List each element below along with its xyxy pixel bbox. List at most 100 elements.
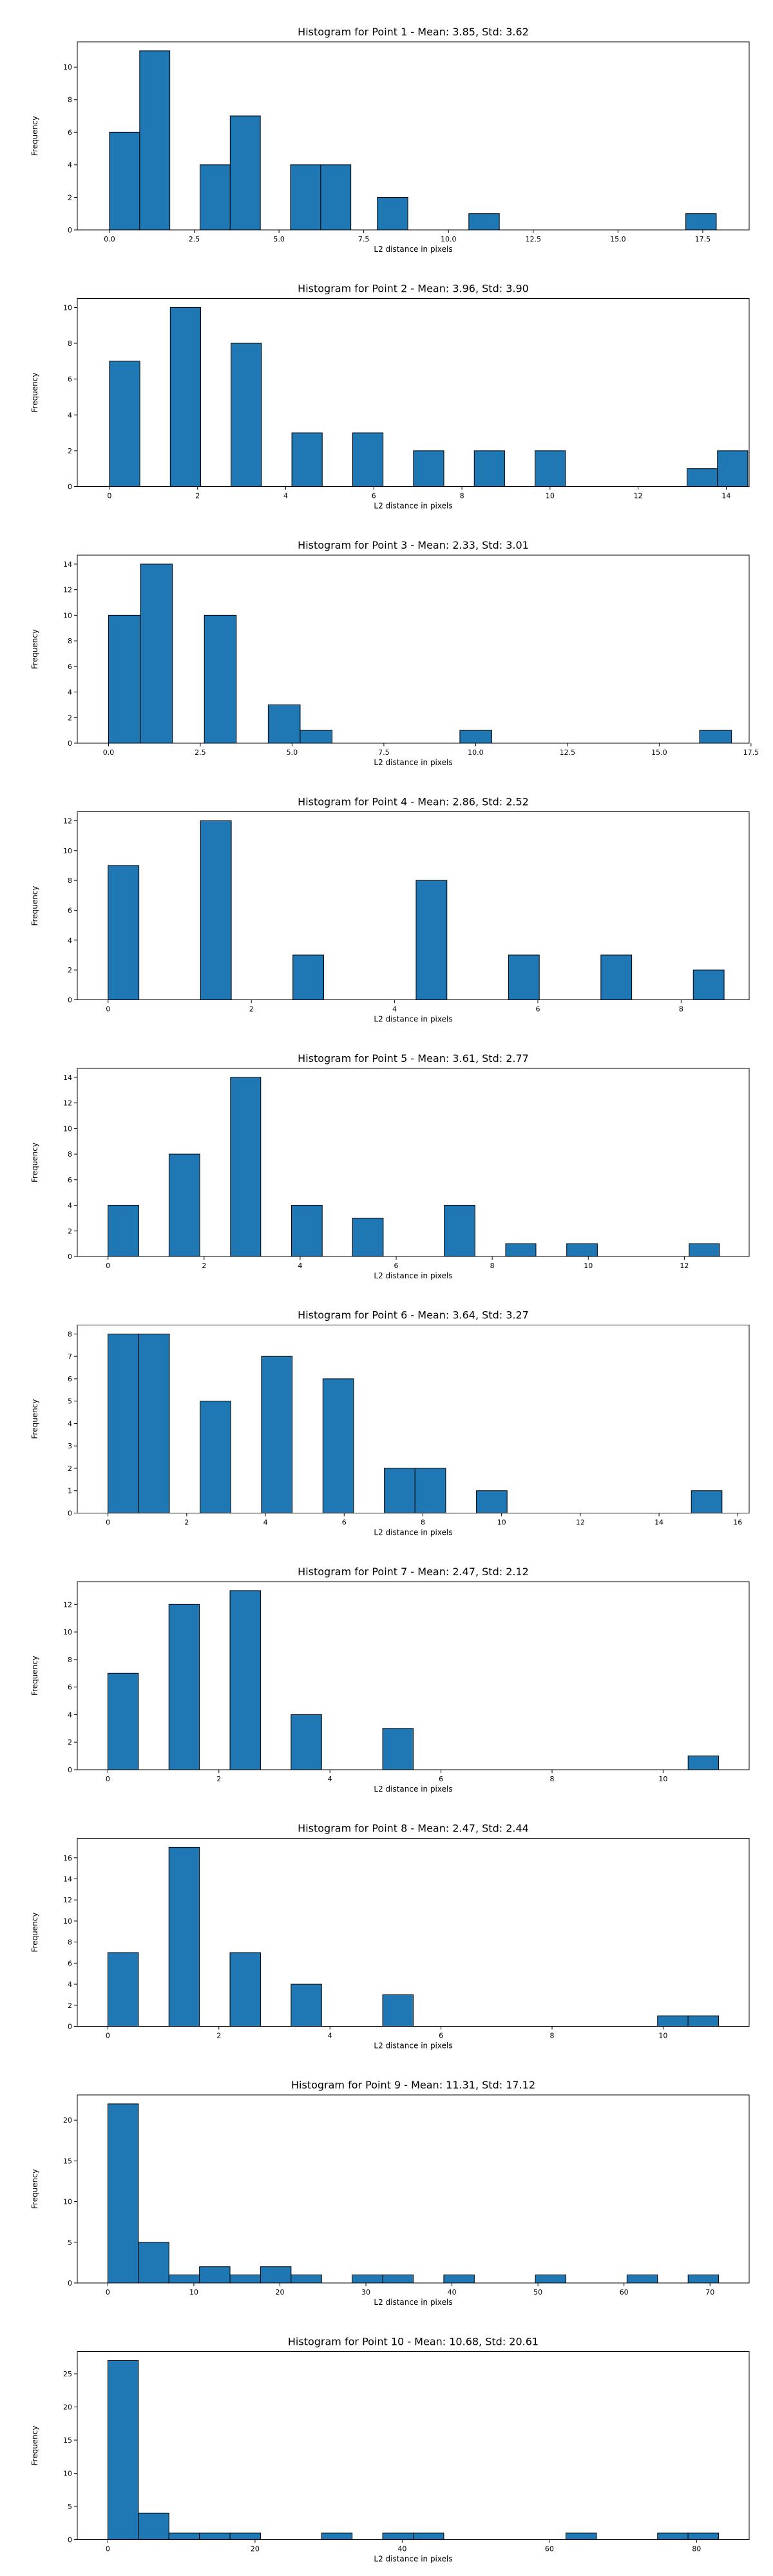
x-tick-label: 6 — [535, 1005, 540, 1014]
x-tick-label: 8 — [549, 1775, 554, 1783]
histogram-bar — [291, 432, 323, 487]
histogram-bar — [107, 2360, 139, 2541]
plot-frame — [77, 811, 750, 1000]
x-tick-label: 20 — [276, 2288, 285, 2297]
plot-frame — [77, 2094, 750, 2284]
x-tick-label: 5.0 — [287, 748, 298, 757]
histogram-bar — [459, 730, 492, 744]
x-tick-label: 2 — [184, 1519, 189, 1527]
plot-frame — [77, 554, 750, 744]
chart-title: Histogram for Point 6 - Mean: 3.64, Std:… — [298, 1309, 529, 1321]
x-tick-label: 6 — [342, 1519, 347, 1527]
histogram-bar — [109, 361, 140, 487]
y-tick-label: 6 — [68, 1683, 72, 1692]
histogram-bar — [108, 614, 141, 744]
x-tick-label: 8 — [549, 2032, 554, 2040]
y-tick-label: 8 — [68, 1656, 72, 1664]
x-axis-label: L2 distance in pixels — [374, 758, 452, 767]
y-axis-label: Frequency — [30, 2426, 39, 2466]
x-tick-label: 17.5 — [695, 235, 711, 243]
histogram-bar — [199, 2532, 231, 2541]
y-tick-label: 8 — [68, 1330, 72, 1338]
y-tick-label: 12 — [63, 1896, 72, 1904]
histogram-bar — [200, 820, 232, 1001]
histogram-bar — [168, 1846, 200, 2027]
x-tick-label: 14 — [654, 1519, 663, 1527]
plot-frame — [77, 1068, 750, 1257]
y-tick-label: 0 — [68, 996, 72, 1005]
histogram-bar — [108, 865, 140, 1001]
y-tick-label: 8 — [68, 637, 72, 645]
histogram-panel-8: Histogram for Point 8 - Mean: 2.47, Std:… — [30, 1823, 750, 2050]
chart-title: Histogram for Point 7 - Mean: 2.47, Std:… — [298, 1566, 529, 1578]
x-tick-label: 0.0 — [103, 748, 115, 757]
y-axis-label: Frequency — [30, 1656, 39, 1696]
x-tick-label: 0 — [106, 2032, 110, 2040]
y-tick-label: 0 — [68, 226, 72, 234]
y-tick-label: 2 — [68, 966, 72, 974]
y-tick-label: 14 — [63, 1074, 72, 1082]
x-tick-label: 10 — [546, 492, 555, 500]
histogram-bar — [352, 2274, 383, 2284]
chart-title: Histogram for Point 4 - Mean: 2.86, Std:… — [298, 796, 529, 808]
x-tick-label: 2 — [249, 1005, 254, 1014]
histogram-panel-5: Histogram for Point 5 - Mean: 3.61, Std:… — [30, 1052, 750, 1280]
y-tick-label: 0 — [68, 483, 72, 491]
y-tick-label: 14 — [63, 1875, 72, 1883]
histogram-bar — [444, 1205, 475, 1257]
x-tick-label: 12 — [634, 492, 643, 500]
histogram-bar — [108, 1205, 139, 1257]
y-tick-label: 12 — [63, 1099, 72, 1108]
y-tick-label: 6 — [68, 1176, 72, 1184]
histogram-bar — [231, 343, 262, 487]
histogram-bar — [107, 1952, 139, 2027]
y-tick-label: 7 — [68, 1352, 72, 1361]
plot-frame — [77, 1325, 750, 1513]
x-tick-label: 0 — [106, 2545, 110, 2553]
histogram-bar — [687, 2532, 720, 2541]
y-tick-label: 8 — [68, 96, 72, 104]
plot-frame — [77, 298, 750, 487]
x-tick-label: 4 — [328, 2032, 332, 2040]
histogram-bar — [107, 1672, 139, 1770]
y-tick-label: 12 — [63, 586, 72, 594]
x-tick-label: 16 — [733, 1519, 742, 1527]
histogram-bar — [168, 1153, 200, 1257]
x-tick-label: 10 — [584, 1262, 593, 1270]
histogram-bar — [261, 1356, 293, 1514]
histogram-panel-7: Histogram for Point 7 - Mean: 2.47, Std:… — [30, 1566, 750, 1794]
histogram-bar — [199, 2266, 231, 2284]
x-tick-label: 12.5 — [560, 748, 576, 757]
x-tick-label: 4 — [392, 1005, 397, 1014]
histogram-panel-6: Histogram for Point 6 - Mean: 3.64, Std:… — [30, 1309, 750, 1537]
y-tick-label: 6 — [68, 375, 72, 384]
x-tick-label: 0 — [107, 492, 111, 500]
x-tick-label: 4 — [263, 1519, 268, 1527]
x-tick-label: 10.0 — [441, 235, 457, 243]
histogram-bar — [168, 2532, 200, 2541]
histogram-bar — [657, 2532, 689, 2541]
histogram-bar — [230, 1077, 262, 1257]
histogram-bar — [689, 1243, 720, 1257]
y-tick-label: 4 — [68, 411, 72, 419]
x-tick-label: 70 — [705, 2288, 714, 2297]
x-tick-label: 8 — [490, 1262, 495, 1270]
y-tick-label: 0 — [68, 1253, 72, 1261]
y-tick-label: 12 — [63, 817, 72, 825]
histogram-bar — [699, 730, 732, 744]
y-tick-label: 15 — [63, 2157, 72, 2165]
y-axis-label: Frequency — [30, 116, 39, 156]
y-tick-label: 5 — [68, 2239, 72, 2247]
histogram-bar — [382, 1994, 414, 2027]
plot-frame — [77, 2351, 750, 2540]
y-tick-label: 0 — [68, 1510, 72, 1518]
chart-title: Histogram for Point 10 - Mean: 10.68, St… — [288, 2336, 539, 2348]
histogram-bar — [505, 1243, 537, 1257]
y-tick-label: 2 — [68, 447, 72, 455]
histogram-bar — [352, 432, 384, 487]
chart-title: Histogram for Point 3 - Mean: 2.33, Std:… — [298, 539, 529, 551]
x-tick-label: 0 — [106, 1005, 110, 1014]
y-tick-label: 25 — [63, 2370, 72, 2378]
x-tick-label: 15.0 — [610, 235, 626, 243]
y-tick-label: 0 — [68, 739, 72, 748]
